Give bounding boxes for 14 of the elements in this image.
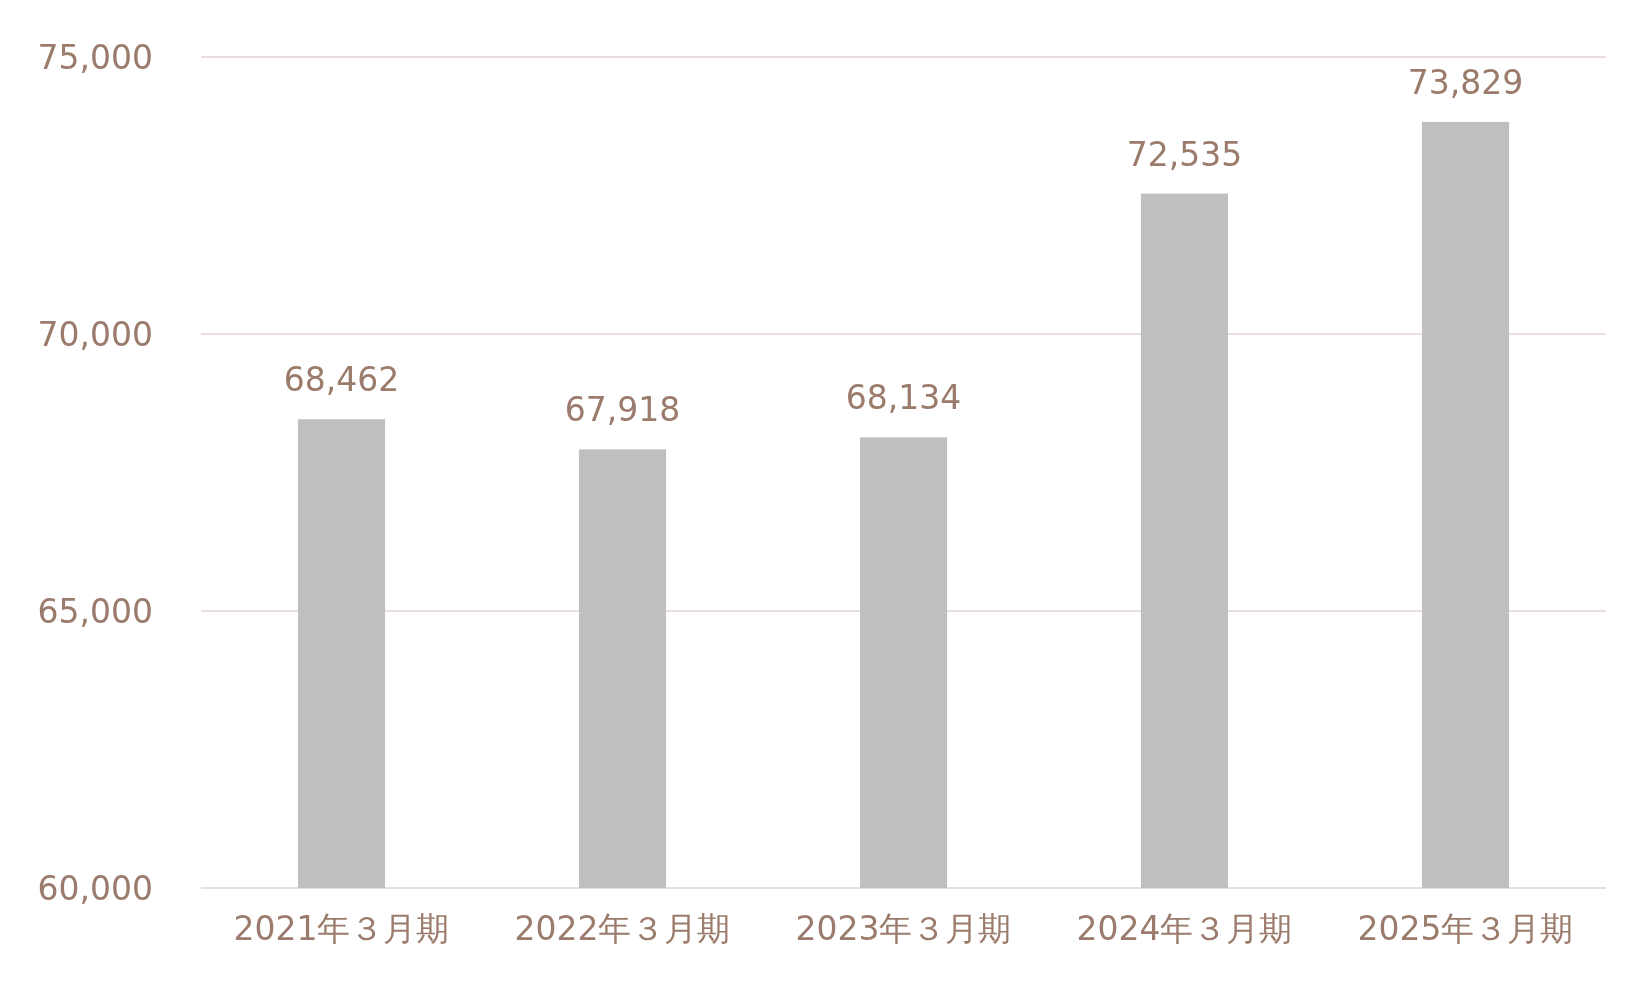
data-label: 73,829 [1407,62,1524,102]
y-tick-label: 70,000 [37,314,153,354]
data-label: 68,462 [283,360,400,400]
x-tick-label: 2021年３月期 [233,909,450,948]
x-tick-label: 2023年３月期 [795,909,1012,948]
data-label: 68,134 [845,378,962,418]
y-tick-label: 60,000 [37,868,153,908]
x-tick-label: 2025年３月期 [1357,909,1574,948]
x-tick-label: 2022年３月期 [514,909,731,948]
y-tick-label: 65,000 [37,591,153,631]
data-label: 72,535 [1126,134,1243,174]
y-tick-label: 75,000 [37,37,153,77]
data-label: 67,918 [564,390,681,430]
x-tick-label: 2024年３月期 [1076,909,1293,948]
